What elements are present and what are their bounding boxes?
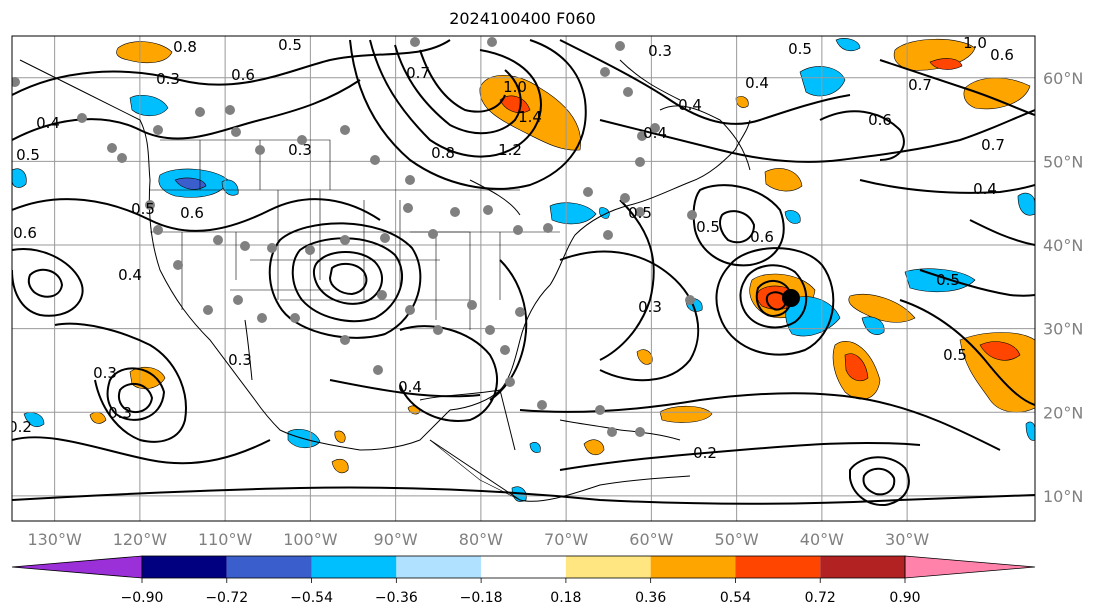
contour-label: 0.6 bbox=[13, 224, 37, 242]
contour-label: 0.2 bbox=[693, 444, 717, 462]
station-dots bbox=[12, 37, 697, 437]
longitude-label: 70°W bbox=[544, 530, 588, 549]
contour-label: 0.3 bbox=[156, 70, 180, 88]
colorbar-tick-label: −0.72 bbox=[205, 590, 248, 606]
longitude-label: 110°W bbox=[198, 530, 253, 549]
contour-label: 0.8 bbox=[173, 38, 197, 56]
contour-label: 1.2 bbox=[498, 141, 522, 159]
colorbar-extend-low bbox=[11, 555, 143, 579]
political-borders bbox=[150, 139, 560, 501]
contour-label: 0.5 bbox=[788, 40, 812, 58]
colorbar-segment bbox=[481, 556, 566, 578]
colorbar: −0.90 −0.72 −0.54 −0.36 −0.18 0.18 0.36 0.54 0.7… bbox=[11, 555, 1036, 606]
contour-label: 1.0 bbox=[503, 78, 527, 96]
contour-label: 0.6 bbox=[990, 46, 1014, 64]
contour-label: 0.3 bbox=[108, 404, 132, 422]
longitude-label: 120°W bbox=[113, 530, 168, 549]
contour-label: 0.5 bbox=[131, 200, 155, 218]
colorbar-segment bbox=[650, 556, 736, 578]
longitude-label: 40°W bbox=[800, 530, 844, 549]
longitude-label: 50°W bbox=[715, 530, 759, 549]
gridlines bbox=[12, 36, 1035, 521]
contour-label: 0.6 bbox=[868, 111, 892, 129]
colorbar-segment bbox=[735, 556, 821, 578]
contour-label: 0.7 bbox=[908, 76, 932, 94]
contour-label: 0.7 bbox=[981, 136, 1005, 154]
contour-label: 0.5 bbox=[943, 346, 967, 364]
contour-label: 0.5 bbox=[278, 36, 302, 54]
colorbar-tick-label: −0.90 bbox=[121, 590, 164, 606]
latitude-label: 50°N bbox=[1043, 152, 1083, 171]
contour-label: 0.2 bbox=[8, 418, 32, 436]
colorbar-tick-label: −0.54 bbox=[290, 590, 333, 606]
map-frame bbox=[11, 35, 1036, 522]
contour-label: 1.4 bbox=[518, 108, 542, 126]
contour-label: 0.6 bbox=[180, 204, 204, 222]
latitude-label: 40°N bbox=[1043, 236, 1083, 255]
contour-label: 0.3 bbox=[288, 141, 312, 159]
contour-label: 0.5 bbox=[16, 146, 40, 164]
coastlines bbox=[19, 59, 751, 502]
contour-label: 0.3 bbox=[228, 351, 252, 369]
positive-anomaly-fills bbox=[89, 38, 1035, 474]
contour-label: 0.4 bbox=[118, 266, 142, 284]
colorbar-tick-label: 0.54 bbox=[720, 590, 751, 606]
storm-center-marker bbox=[782, 289, 800, 307]
contour-label: 0.6 bbox=[231, 66, 255, 84]
contour-label: 0.3 bbox=[648, 42, 672, 60]
contour-label: 0.3 bbox=[93, 364, 117, 382]
contour-lines bbox=[12, 39, 1035, 507]
map-area: 0.5 0.8 0.3 0.6 0.4 0.7 1.0 1.4 1.2 0.3 0.4 0.8 0.5 0… bbox=[8, 34, 1035, 521]
colorbar-segment bbox=[226, 556, 312, 578]
colorbar-segment bbox=[396, 556, 482, 578]
longitude-labels: 130°W 120°W 110°W 100°W 90°W 80°W 70°W 60°W 50°W… bbox=[27, 530, 929, 549]
longitude-label: 80°W bbox=[459, 530, 503, 549]
colorbar-tick-label: 0.90 bbox=[889, 590, 920, 606]
contour-label: 0.3 bbox=[638, 298, 662, 316]
contour-label: 0.4 bbox=[973, 180, 997, 198]
colorbar-segment bbox=[820, 556, 905, 578]
colorbar-tick-label: 0.72 bbox=[805, 590, 836, 606]
latitude-label: 60°N bbox=[1043, 69, 1083, 88]
colorbar-tick-label: 0.18 bbox=[550, 590, 581, 606]
contour-label: 0.8 bbox=[431, 144, 455, 162]
contour-label: 0.5 bbox=[696, 218, 720, 236]
contour-label: 0.4 bbox=[398, 378, 422, 396]
latitude-label: 30°N bbox=[1043, 320, 1083, 339]
longitude-label: 130°W bbox=[27, 530, 82, 549]
longitude-label: 30°W bbox=[885, 530, 929, 549]
figure-title: 2024100400 F060 bbox=[449, 9, 596, 28]
contour-label: 0.7 bbox=[406, 64, 430, 82]
colorbar-segment bbox=[142, 556, 227, 578]
contour-label: 0.6 bbox=[750, 228, 774, 246]
contour-label: 1.0 bbox=[963, 34, 987, 52]
latitude-labels: 60°N 50°N 40°N 30°N 20°N 10°N bbox=[1043, 69, 1083, 506]
contour-label: 0.4 bbox=[745, 74, 769, 92]
colorbar-extend-high bbox=[904, 555, 1036, 579]
latitude-label: 10°N bbox=[1043, 487, 1083, 506]
contour-label: 0.5 bbox=[628, 204, 652, 222]
contour-label: 0.5 bbox=[936, 271, 960, 289]
latitude-label: 20°N bbox=[1043, 403, 1083, 422]
colorbar-segment bbox=[565, 556, 651, 578]
contour-label: 0.4 bbox=[643, 124, 667, 142]
colorbar-tick-label: −0.18 bbox=[460, 590, 503, 606]
longitude-label: 60°W bbox=[629, 530, 673, 549]
colorbar-tick-label: −0.36 bbox=[375, 590, 418, 606]
contour-labels: 0.5 0.8 0.3 0.6 0.4 0.7 1.0 1.4 1.2 0.3 0.4 0.8 0.5 0… bbox=[8, 34, 1014, 462]
longitude-label: 90°W bbox=[374, 530, 418, 549]
colorbar-tick-label: 0.36 bbox=[635, 590, 666, 606]
colorbar-segment bbox=[311, 556, 397, 578]
longitude-label: 100°W bbox=[283, 530, 338, 549]
colorbar-outline bbox=[141, 555, 906, 579]
contour-label: 0.4 bbox=[678, 96, 702, 114]
contour-label: 0.4 bbox=[36, 114, 60, 132]
